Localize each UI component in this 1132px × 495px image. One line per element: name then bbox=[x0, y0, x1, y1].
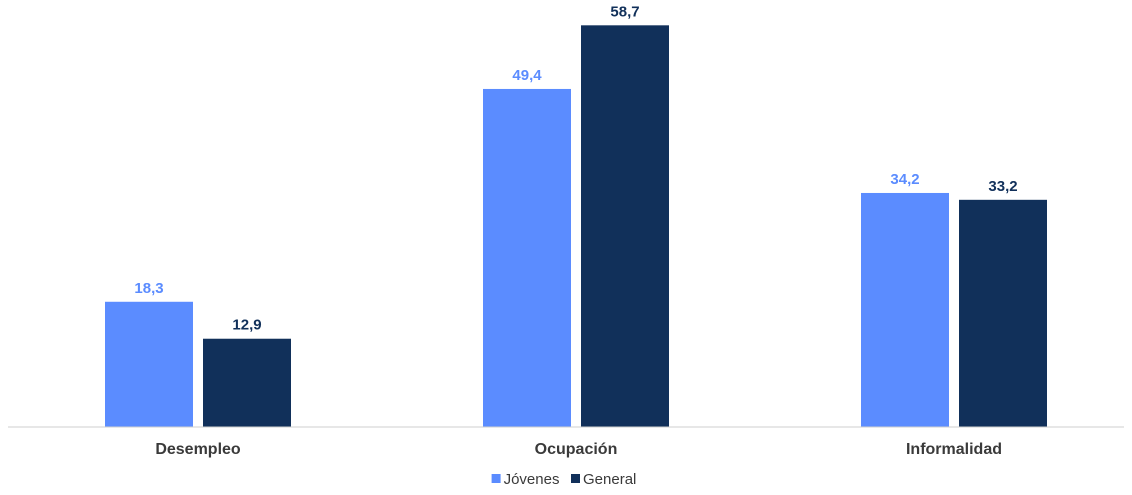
bar-desempleo-jovenes bbox=[105, 301, 193, 427]
category-label-desempleo: Desempleo bbox=[155, 441, 241, 458]
bar-ocupacion-jovenes bbox=[483, 88, 571, 427]
legend-swatch-jovenes bbox=[491, 474, 501, 483]
category-label-informalidad: Informalidad bbox=[906, 441, 1002, 458]
data-label-desempleo-jovenes: 18,3 bbox=[134, 280, 163, 297]
data-label-ocupacion-general: 58,7 bbox=[610, 3, 639, 20]
bar-informalidad-general bbox=[959, 199, 1047, 427]
data-label-desempleo-general: 12,9 bbox=[232, 317, 261, 334]
bar-ocupacion-general bbox=[581, 25, 669, 428]
data-label-informalidad-general: 33,2 bbox=[988, 178, 1017, 195]
legend-swatch-general bbox=[571, 474, 580, 483]
legend-label-jovenes: Jóvenes bbox=[504, 471, 560, 488]
category-label-ocupacion: Ocupación bbox=[535, 441, 618, 458]
legend: Jóvenes General bbox=[491, 471, 636, 488]
bars-group bbox=[105, 25, 1047, 428]
category-labels-group: Desempleo Ocupación Informalidad bbox=[155, 441, 1002, 458]
data-label-ocupacion-jovenes: 49,4 bbox=[512, 67, 542, 84]
data-labels-group: 18,3 12,9 49,4 58,7 34,2 33,2 bbox=[134, 3, 1017, 333]
bar-desempleo-general bbox=[203, 338, 291, 427]
bar-informalidad-jovenes bbox=[861, 192, 949, 427]
legend-label-general: General bbox=[583, 471, 636, 488]
data-label-informalidad-jovenes: 34,2 bbox=[890, 171, 919, 188]
